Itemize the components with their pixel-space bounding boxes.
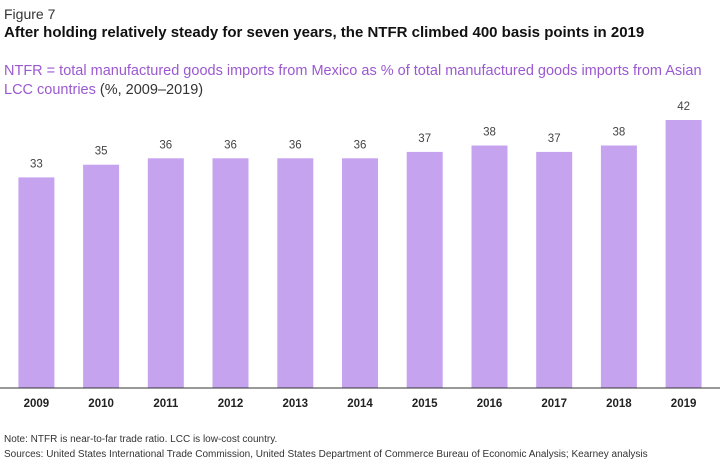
bar-2015 (406, 151, 443, 388)
bar-2019 (665, 120, 702, 388)
data-label-2018: 38 (613, 127, 626, 139)
x-tick-2009: 2009 (24, 398, 50, 410)
data-label-2013: 36 (289, 139, 302, 151)
chart-headline: After holding relatively steady for seve… (4, 24, 645, 41)
bar-2014 (342, 158, 378, 388)
bar-chart: 33 2009 35 2010 36 2011 36 2012 36 2013 36 2014 37 20… (0, 101, 720, 410)
figure-label: Figure 7 (4, 6, 56, 22)
sources-line: Sources: United States International Tra… (4, 449, 648, 460)
x-tick-2013: 2013 (283, 398, 309, 410)
bar-2013 (277, 158, 314, 388)
data-label-2009: 33 (30, 158, 43, 170)
data-label-2012: 36 (224, 139, 237, 151)
x-tick-2014: 2014 (347, 398, 373, 410)
data-label-2014: 36 (354, 139, 367, 151)
x-tick-2012: 2012 (218, 398, 244, 410)
bar-2009 (18, 177, 55, 388)
bar-2018 (600, 145, 637, 388)
bar-2017 (536, 151, 573, 388)
x-tick-2018: 2018 (606, 398, 632, 410)
subtitle-units: (%, 2009–2019) (95, 82, 204, 98)
x-tick-2016: 2016 (477, 398, 503, 410)
bar-2016 (471, 145, 508, 388)
x-tick-2010: 2010 (88, 398, 114, 410)
data-label-2016: 38 (483, 127, 496, 139)
x-tick-2017: 2017 (541, 398, 567, 410)
data-label-2019: 42 (677, 101, 690, 113)
data-label-2015: 37 (418, 133, 431, 145)
x-tick-2015: 2015 (412, 398, 438, 410)
x-tick-2019: 2019 (671, 398, 697, 410)
x-tick-2011: 2011 (153, 398, 179, 410)
footnote: Note: NTFR is near-to-far trade ratio. L… (4, 434, 278, 445)
subtitle-definition: NTFR = total manufactured goods imports … (4, 63, 702, 98)
bar-2012 (212, 158, 249, 388)
data-label-2017: 37 (548, 133, 561, 145)
bar-2010 (83, 164, 120, 388)
data-label-2010: 35 (95, 146, 108, 158)
data-label-2011: 36 (159, 139, 172, 151)
chart-subtitle: NTFR = total manufactured goods imports … (4, 62, 704, 100)
bar-2011 (147, 158, 184, 388)
